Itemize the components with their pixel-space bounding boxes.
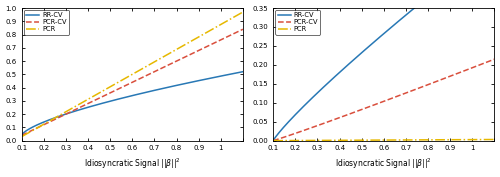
PCR-CV [376,102,382,104]
RR-CV [402,15,408,17]
PCR-CV [402,92,408,95]
Legend: RR-CV, PCR-CV, PCR: RR-CV, PCR-CV, PCR [275,10,320,35]
PCR-CV [492,58,498,60]
RR-CV [125,96,131,98]
PCR [376,139,382,141]
PCR-CV [376,102,382,104]
PCR [18,136,24,138]
PCR [452,139,458,141]
PCR-CV [270,140,276,142]
PCR [402,139,408,141]
PCR-CV [150,71,156,73]
Line: RR-CV: RR-CV [22,72,243,135]
Line: RR-CV: RR-CV [273,0,494,141]
X-axis label: Idiosyncratic Signal $||\beta||^2$: Idiosyncratic Signal $||\beta||^2$ [84,157,180,172]
PCR-CV [486,60,492,62]
Legend: RR-CV, PCR-CV, PCR: RR-CV, PCR-CV, PCR [24,10,69,35]
PCR-CV [125,83,131,85]
RR-CV [270,140,276,142]
PCR [200,33,206,36]
Line: PCR: PCR [22,12,243,137]
RR-CV [150,90,156,92]
RR-CV [124,96,130,98]
X-axis label: Idiosyncratic Signal $||\beta||^2$: Idiosyncratic Signal $||\beta||^2$ [336,157,432,172]
PCR [138,68,144,70]
RR-CV [390,25,396,27]
PCR [270,140,276,142]
PCR [125,76,131,78]
PCR [240,11,246,13]
PCR [390,139,396,141]
PCR [150,61,156,64]
RR-CV [200,79,206,81]
PCR-CV [234,31,240,33]
Line: PCR: PCR [273,139,494,141]
RR-CV [376,37,382,39]
Line: PCR-CV: PCR-CV [273,59,494,141]
PCR-CV [240,28,246,30]
PCR-CV [124,84,130,86]
PCR [124,76,130,79]
RR-CV [376,36,382,38]
RR-CV [18,134,24,136]
PCR [486,138,492,141]
PCR-CV [452,73,458,76]
PCR [376,139,382,141]
RR-CV [240,71,246,73]
PCR-CV [200,47,206,49]
RR-CV [138,92,144,95]
PCR-CV [138,77,144,79]
RR-CV [234,72,240,74]
PCR [492,138,498,141]
PCR-CV [18,134,24,136]
Line: PCR-CV: PCR-CV [22,29,243,135]
PCR [234,14,240,16]
PCR-CV [390,97,396,99]
